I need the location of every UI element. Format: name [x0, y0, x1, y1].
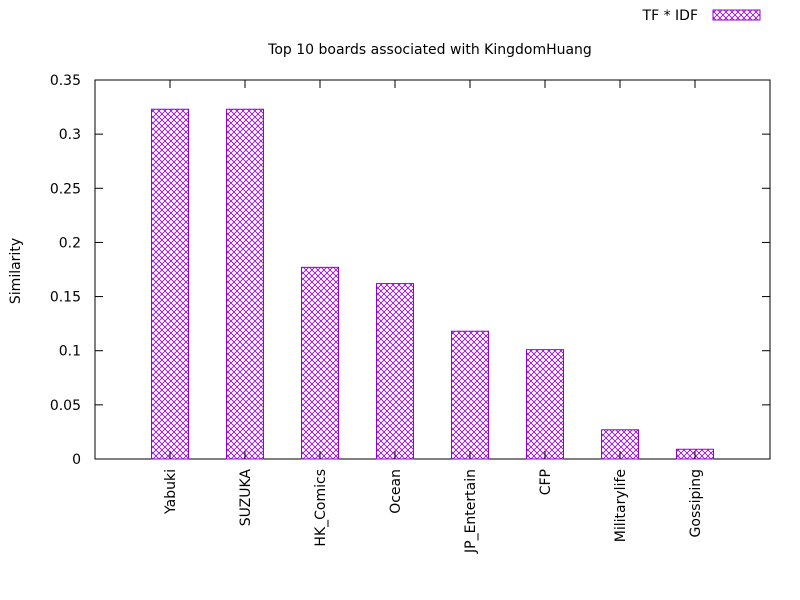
x-tick-label: Gossiping: [688, 469, 704, 537]
y-tick-label: 0.2: [59, 235, 81, 251]
x-tick-label: JP_Entertain: [463, 469, 479, 554]
y-axis: 0 0.05 0.1 0.15 0.2 0.25 0.3 0.35: [50, 73, 770, 468]
x-axis: Yabuki SUZUKA HK_Comics Ocean JP_Entertain CF…: [163, 80, 704, 554]
y-tick-label: 0.35: [50, 73, 81, 89]
y-tick-label: 0.25: [50, 181, 81, 197]
bars: [151, 108, 714, 460]
y-tick-label: 0.1: [59, 344, 81, 360]
x-tick-label: HK_Comics: [313, 469, 329, 547]
bar-hk-comics: [301, 266, 339, 460]
chart-title: Top 10 boards associated with KingdomHua…: [267, 42, 592, 58]
legend: TF * IDF: [642, 8, 761, 24]
x-tick-label: Ocean: [388, 469, 404, 514]
x-tick-label: Militarylife: [613, 469, 629, 542]
legend-label: TF * IDF: [642, 8, 698, 24]
bar-jp-entertain: [451, 330, 489, 460]
y-tick-label: 0.15: [50, 290, 81, 306]
y-tick-label: 0.3: [59, 127, 81, 143]
y-tick-label: 0: [72, 452, 81, 468]
y-axis-label: Similarity: [8, 238, 24, 304]
bar-yabuki: [151, 108, 189, 460]
y-tick-label: 0.05: [50, 398, 81, 414]
plot-frame: [94, 79, 771, 460]
bar-cfp: [526, 349, 564, 460]
x-tick-label: CFP: [538, 469, 554, 495]
x-tick-label: SUZUKA: [238, 469, 254, 527]
bar-suzuka: [226, 108, 264, 460]
legend-swatch: [712, 9, 761, 21]
bar-ocean: [376, 283, 414, 460]
x-tick-label: Yabuki: [163, 469, 179, 515]
